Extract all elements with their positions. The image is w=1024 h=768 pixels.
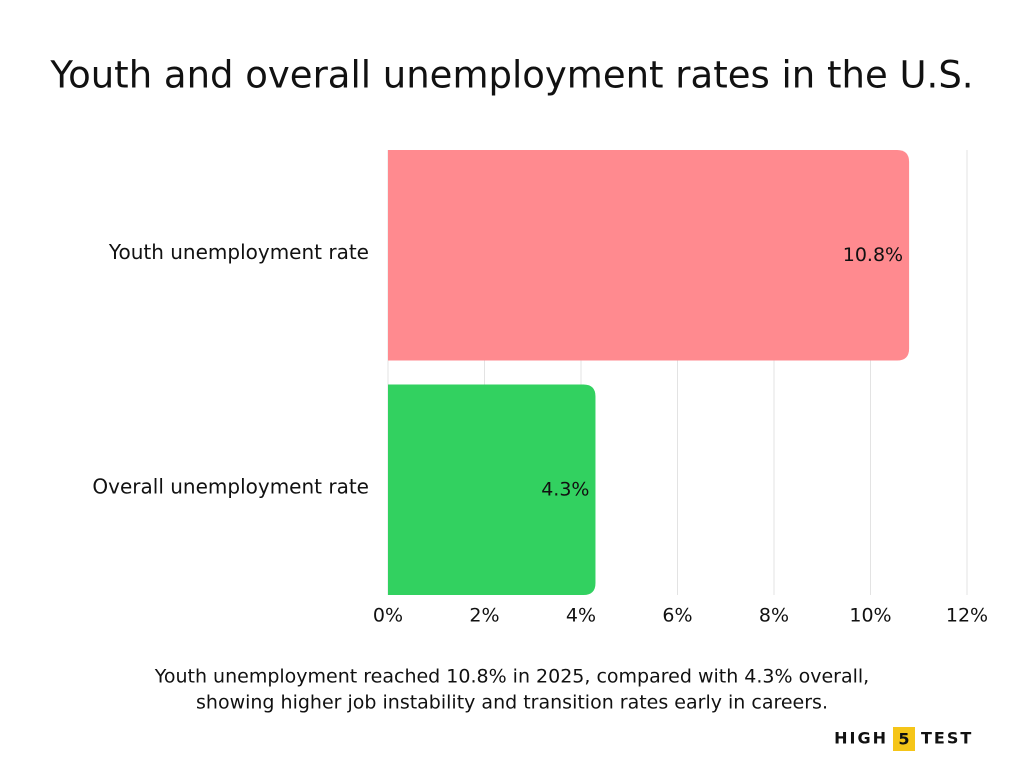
x-tick-label: 10% (849, 605, 891, 627)
logo: HIGH 5 TEST (834, 727, 973, 751)
x-tick-label: 2% (469, 605, 499, 627)
x-tick-label: 6% (662, 605, 692, 627)
logo-text: TEST (921, 729, 973, 748)
x-tick-label: 4% (566, 605, 596, 627)
x-tick-label: 8% (759, 605, 789, 627)
y-tick-label: Overall unemployment rate (92, 474, 369, 498)
bar (388, 150, 910, 361)
caption-line: showing higher job instability and trans… (196, 692, 828, 714)
y-tick-label: Youth unemployment rate (108, 240, 369, 264)
chart-title: Youth and overall unemployment rates in … (49, 54, 973, 97)
value-label: 4.3% (541, 478, 589, 500)
bars (388, 150, 910, 595)
logo-text: 5 (898, 730, 909, 749)
caption-line: Youth unemployment reached 10.8% in 2025… (154, 666, 869, 688)
x-tick-label: 12% (946, 605, 988, 627)
bar (388, 384, 596, 595)
x-tick-label: 0% (373, 605, 403, 627)
logo-text: HIGH (834, 729, 888, 748)
logo-box (893, 727, 915, 751)
labels: 0% 2% 4% 6% 8% 10% 12% 10.8% Youth unemployment … (92, 240, 988, 627)
value-label: 10.8% (843, 244, 903, 266)
